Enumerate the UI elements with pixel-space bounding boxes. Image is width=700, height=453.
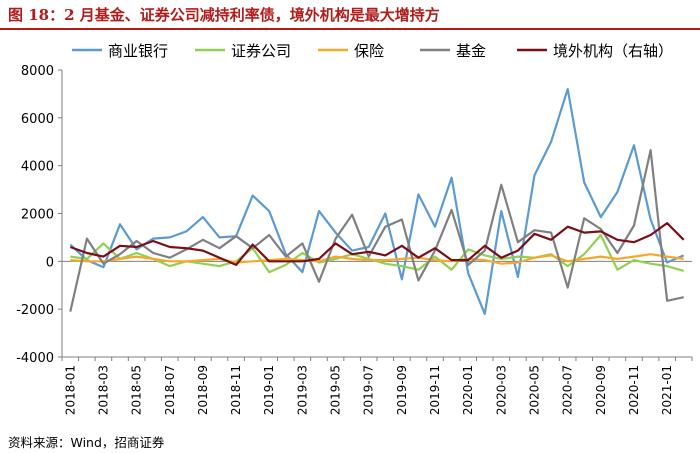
y-tick-label: 0 <box>46 255 54 270</box>
x-tick-label: 2018-07 <box>163 365 177 415</box>
series-line-商业银行 <box>69 87 685 315</box>
legend-label: 证券公司 <box>231 42 291 60</box>
source-note: 资料来源：Wind，招商证券 <box>8 435 165 450</box>
x-tick-label: 2019-09 <box>395 365 409 415</box>
x-tick-label: 2021-01 <box>660 365 674 415</box>
legend-label: 商业银行 <box>108 42 168 60</box>
x-tick-label: 2020-07 <box>561 365 575 415</box>
x-tick-label: 2019-07 <box>362 365 376 415</box>
line-chart: -4000 -2000 0 2000 4000 6000 8000 2018-01 2018-0… <box>16 42 693 415</box>
y-tick-label: -4000 <box>16 351 54 366</box>
x-tick-label: 2019-01 <box>262 365 276 415</box>
x-tick-label: 2018-03 <box>96 365 110 415</box>
series-line-证券公司 <box>70 233 685 274</box>
series-line-保险 <box>70 253 684 265</box>
series-line-基金 <box>69 148 684 312</box>
figure-title: 图 18：2 月基金、证券公司减持利率债，境外机构是最大增持方 <box>8 6 440 24</box>
chart-axes: -4000 -2000 0 2000 4000 6000 8000 2018-01 2018-0… <box>16 64 693 415</box>
y-tick-label: 8000 <box>21 64 54 79</box>
x-tick-label: 2020-01 <box>461 365 475 415</box>
x-tick-label: 2019-05 <box>329 365 343 415</box>
y-tick-label: 6000 <box>21 112 54 127</box>
y-tick-label: 2000 <box>21 208 54 223</box>
x-tick-label: 2018-11 <box>229 365 243 415</box>
x-tick-label: 2020-03 <box>494 365 508 415</box>
series-line-境外机构（右轴） <box>69 222 685 266</box>
x-tick-label: 2018-05 <box>130 365 144 415</box>
chart-series-lines <box>69 87 685 315</box>
y-tick-label: 4000 <box>21 160 54 175</box>
legend-label: 境外机构（右轴） <box>553 42 673 60</box>
legend-label: 基金 <box>456 42 486 60</box>
chart-legend: 商业银行 证券公司 保险 基金 境外机构（右轴） <box>72 42 673 60</box>
y-tick-label: -2000 <box>16 303 54 318</box>
title-underline <box>0 28 700 30</box>
x-tick-label: 2019-11 <box>428 365 442 415</box>
x-tick-label: 2020-05 <box>528 365 542 415</box>
x-tick-label: 2020-11 <box>627 365 641 415</box>
x-tick-label: 2019-03 <box>295 365 309 415</box>
legend-label: 保险 <box>354 42 384 60</box>
x-tick-label: 2018-01 <box>63 365 77 415</box>
x-tick-label: 2018-09 <box>196 365 210 415</box>
x-tick-label: 2020-09 <box>594 365 608 415</box>
